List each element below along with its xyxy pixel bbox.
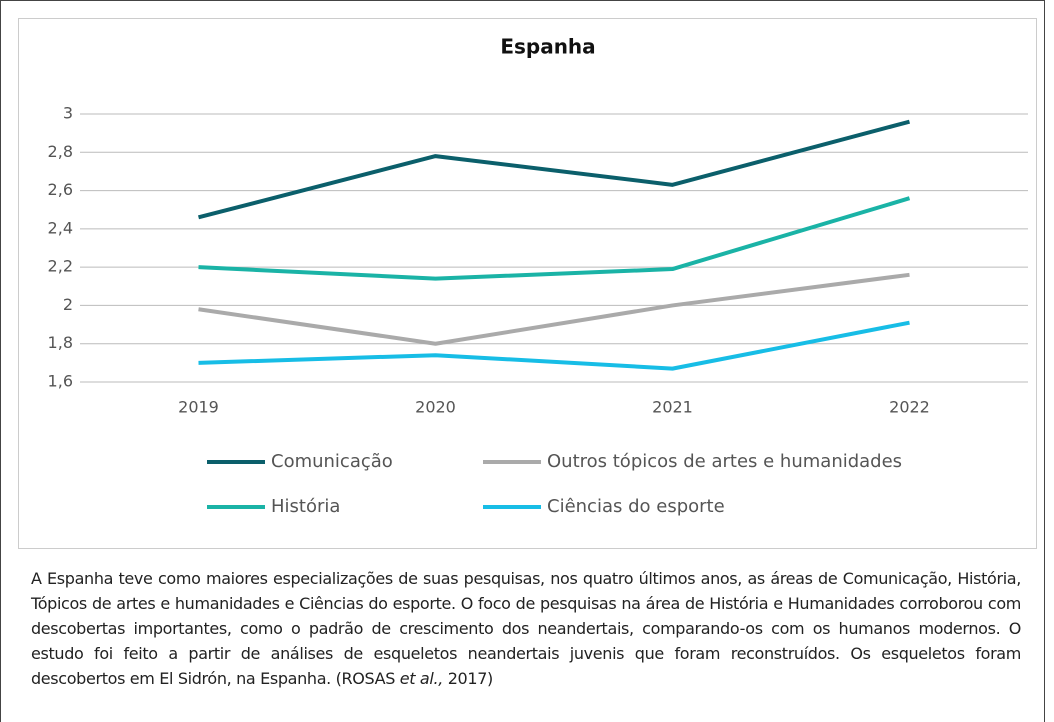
series-line <box>198 320 910 371</box>
caption-italic: et al., <box>399 669 444 688</box>
y-tick-label: 3 <box>63 104 73 123</box>
y-tick-label: 2,8 <box>48 142 73 161</box>
x-tick-label: 2021 <box>652 398 693 417</box>
series-line <box>197 119 911 220</box>
x-tick-label: 2019 <box>178 398 219 417</box>
legend-label: Outros tópicos de artes e humanidades <box>547 451 902 472</box>
caption-text: 2017) <box>442 669 494 688</box>
caption: A Espanha teve como maiores especializaç… <box>31 566 1021 691</box>
y-tick-label: 2,4 <box>48 218 73 237</box>
chart-border <box>18 18 1037 549</box>
y-tick-label: 2,6 <box>48 180 73 199</box>
y-tick-label: 1,8 <box>48 333 73 352</box>
legend-label: História <box>271 496 340 517</box>
chart: Espanha 1,6 1,8 2 2,2 2,4 2,6 2,8 3 2019 2020 2021… <box>18 18 1037 549</box>
legend-label: Comunicação <box>271 451 393 472</box>
x-tick-label: 2022 <box>889 398 930 417</box>
legend-label: Ciências do esporte <box>547 496 725 517</box>
x-tick-label: 2020 <box>415 398 456 417</box>
y-tick-label: 2,2 <box>48 257 73 276</box>
caption-text: A Espanha teve como maiores especializaç… <box>31 569 1021 688</box>
y-tick-label: 1,6 <box>48 372 73 391</box>
series-line <box>198 196 911 281</box>
y-tick-label: 2 <box>63 295 73 314</box>
series-line <box>198 272 910 346</box>
chart-title: Espanha <box>500 35 595 59</box>
